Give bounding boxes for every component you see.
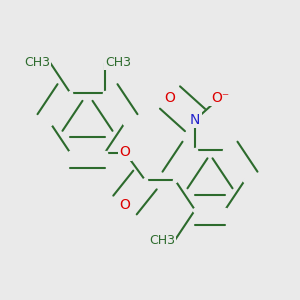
Text: CH3: CH3 xyxy=(24,56,50,69)
Text: O⁻: O⁻ xyxy=(211,91,229,104)
Text: O: O xyxy=(165,91,176,104)
Text: O: O xyxy=(120,146,130,160)
Text: CH3: CH3 xyxy=(149,233,175,247)
Text: O: O xyxy=(120,198,130,212)
Text: CH3: CH3 xyxy=(105,56,131,69)
Text: N: N xyxy=(190,113,200,127)
